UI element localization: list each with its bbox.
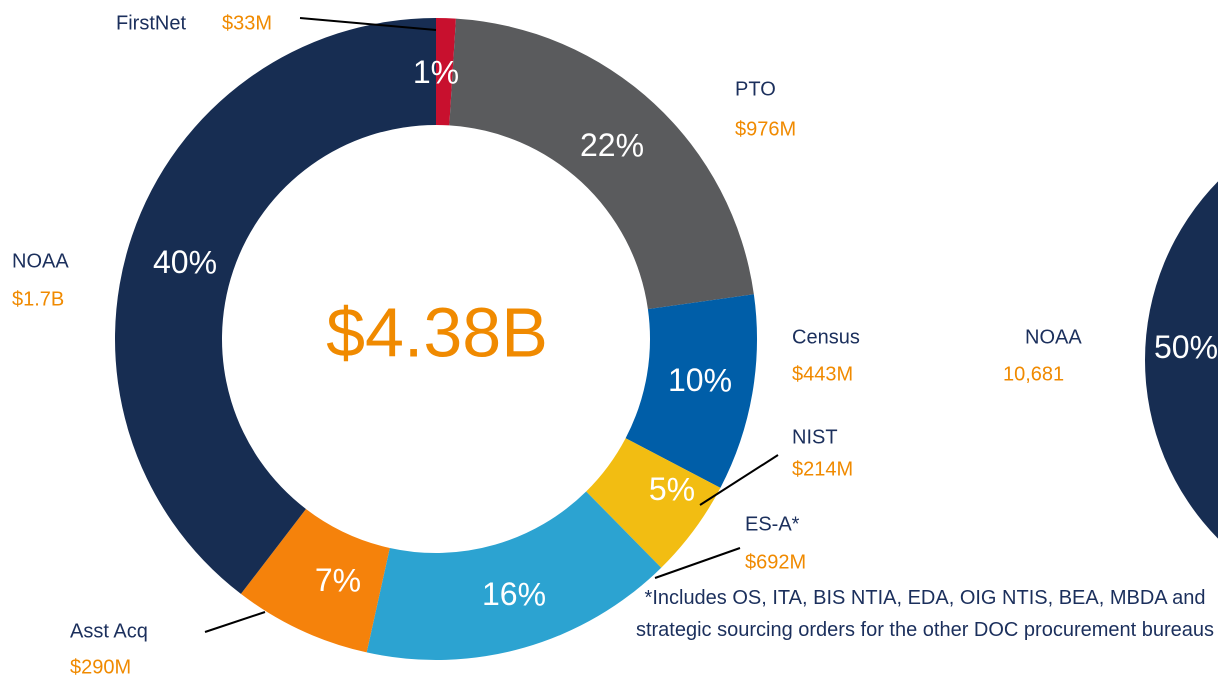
percent-label: 10%: [668, 362, 732, 398]
percent-value: 10: [668, 362, 704, 398]
percent-label: 5%: [649, 471, 695, 507]
slice-group: [366, 491, 662, 660]
leader-line: [699, 454, 779, 506]
amount-label: $1.7B: [12, 288, 64, 310]
category-label: NOAA: [12, 250, 69, 272]
amount-label: $976M: [735, 118, 796, 140]
percent-label: 40%: [153, 244, 217, 280]
slice: [436, 18, 456, 126]
percent-value: 5: [649, 471, 667, 507]
percent-label: 1%: [413, 54, 459, 90]
slice-group: [449, 18, 754, 310]
percent-value: 16: [482, 576, 518, 612]
slice: [586, 438, 721, 568]
category-label: FirstNet: [116, 12, 186, 34]
leader-lines: [204, 17, 779, 633]
slice: [1145, 181, 1218, 539]
category-label: NOAA: [1025, 326, 1082, 348]
amount-label: $33M: [222, 12, 272, 34]
slice-group: [586, 438, 721, 568]
slice: [114, 18, 436, 594]
category-label: NIST: [792, 426, 838, 448]
leader-line: [299, 17, 437, 31]
amount-label: 10,681: [1003, 363, 1064, 385]
slice: [366, 491, 662, 660]
leader-line: [654, 547, 741, 579]
slice-group: [436, 18, 456, 126]
amount-label: $214M: [792, 458, 853, 480]
slice-group: [625, 294, 757, 488]
category-label: PTO: [735, 78, 776, 100]
amount-label: $692M: [745, 551, 806, 573]
slice: [449, 18, 754, 310]
amount-label: $290M: [70, 656, 131, 678]
category-label: Census: [792, 326, 860, 348]
percent-value: 1: [413, 54, 431, 90]
percent-label: 7%: [315, 562, 361, 598]
category-label: ES-A*: [745, 513, 800, 535]
annotation: *Includes OS, ITA, BIS NTIA, EDA, OIG NT…: [635, 587, 1215, 641]
percent-value: 22: [580, 127, 616, 163]
slice-group: [114, 18, 436, 594]
percent-label: 22%: [580, 127, 644, 163]
slice: [240, 508, 390, 653]
slice: [625, 294, 757, 488]
percent-value: 7: [315, 562, 333, 598]
percent-value: 40: [153, 244, 189, 280]
percent-label: 50%: [1154, 329, 1218, 365]
leader-line: [204, 611, 266, 633]
center-label: $4.38B: [326, 293, 548, 371]
percent-label: 16%: [482, 576, 546, 612]
category-label: Asst Acq: [70, 620, 148, 642]
amount-label: $443M: [792, 363, 853, 385]
slice-group: [1145, 181, 1218, 539]
percent-value: 50: [1154, 329, 1190, 365]
slice-group: [240, 508, 390, 653]
